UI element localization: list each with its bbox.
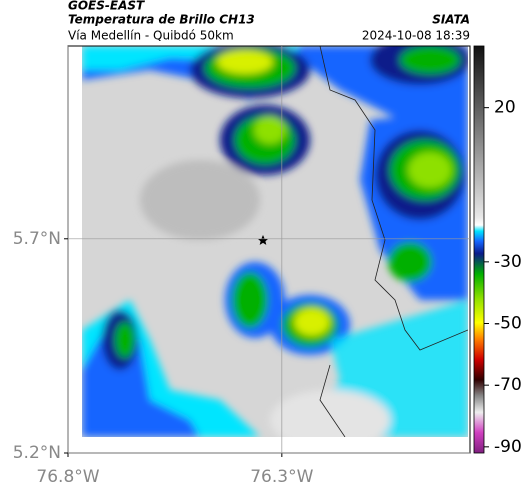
colorbar-tick-label: 20 <box>494 98 516 118</box>
y-tick-label: 5.7°N <box>13 229 61 249</box>
source: SIATA <box>432 13 470 27</box>
location-marker <box>257 235 269 245</box>
satellite-image <box>82 46 468 437</box>
location: Vía Medellín - Quibdó 50km <box>68 29 234 43</box>
colorbar-tick-label: -50 <box>494 314 522 334</box>
x-tick-label: 76.8°W <box>36 467 99 487</box>
colorbar-tick-label: -30 <box>494 252 522 272</box>
colorbar-tick-label: -70 <box>494 375 522 395</box>
colorbar <box>473 45 485 454</box>
x-tick-label: 76.3°W <box>250 467 313 487</box>
subtitle: Temperatura de Brillo CH13 <box>68 13 255 27</box>
title: GOES-EAST <box>68 0 145 13</box>
datetime: 2024-10-08 18:39 <box>362 29 470 43</box>
colorbar-tick-label: -90 <box>494 437 522 457</box>
y-tick-label: 5.2°N <box>13 443 61 463</box>
